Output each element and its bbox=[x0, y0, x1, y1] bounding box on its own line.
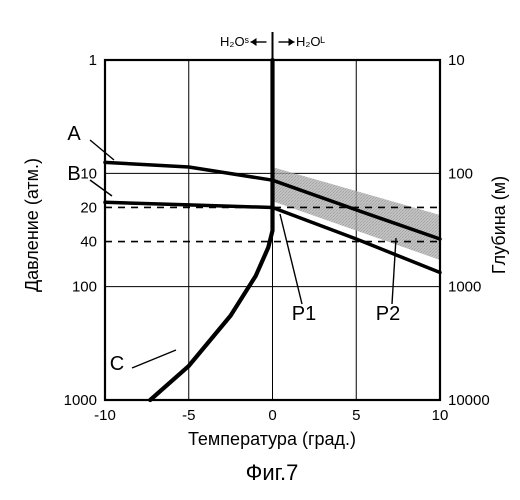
y-left-label: Давление (атм.) bbox=[22, 158, 42, 292]
x-tick: 0 bbox=[268, 407, 276, 424]
y-left-tick: 40 bbox=[80, 234, 97, 251]
point-label-p1: P1 bbox=[292, 303, 316, 325]
top-right-label: H₂Oᴸ bbox=[296, 34, 326, 49]
x-tick: -10 bbox=[94, 407, 116, 424]
y-right-tick: 100 bbox=[448, 165, 473, 182]
curve-label-a: A bbox=[67, 123, 81, 145]
y-right-tick: 10 bbox=[448, 52, 465, 69]
y-left-tick: 100 bbox=[72, 279, 97, 296]
curve-label-b: B bbox=[67, 163, 80, 185]
y-right-tick: 10000 bbox=[448, 392, 490, 409]
curve-c bbox=[150, 60, 272, 400]
figure-caption: Фиг.7 bbox=[246, 460, 299, 485]
y-right-label: Глубина (м) bbox=[489, 176, 509, 274]
y-right-tick: 1000 bbox=[448, 279, 481, 296]
y-left-tick: 1 bbox=[89, 52, 97, 69]
y-left-tick: 1000 bbox=[64, 392, 97, 409]
curve-label-c: C bbox=[110, 353, 124, 375]
phase-chart: -10 -5 0 5 10 1 10 20 40 100 1000 10 100 1000 10000 AB… bbox=[0, 0, 520, 500]
x-tick: 10 bbox=[432, 407, 449, 424]
x-tick: 5 bbox=[352, 407, 360, 424]
x-axis-label: Температура (град.) bbox=[188, 429, 356, 449]
x-tick: -5 bbox=[182, 407, 195, 424]
point-label-p2: P2 bbox=[376, 303, 400, 325]
top-left-label: H₂Oˢ bbox=[220, 34, 250, 49]
y-left-tick: 10 bbox=[80, 165, 97, 182]
y-left-tick: 20 bbox=[80, 199, 97, 216]
